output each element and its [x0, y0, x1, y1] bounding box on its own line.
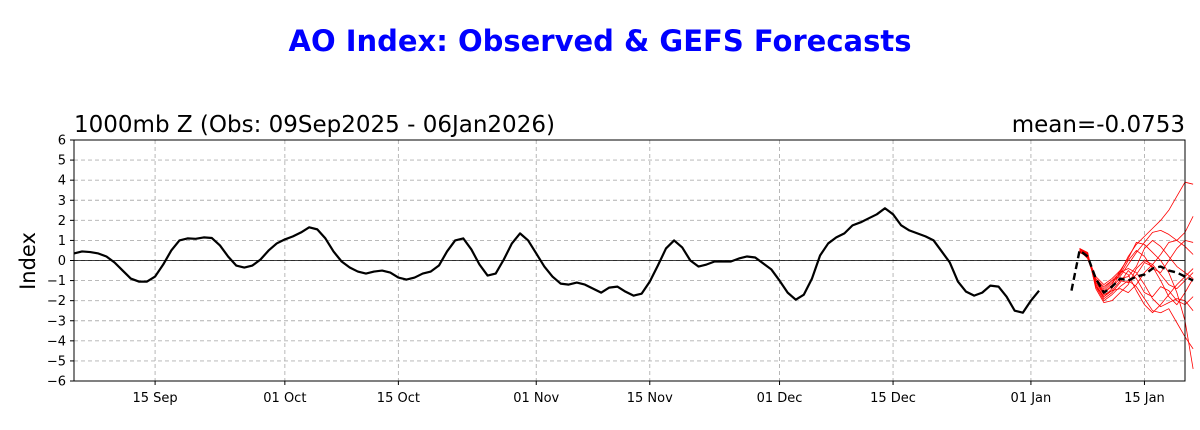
- ensemble-member-line: [1079, 242, 1194, 370]
- ensemble-member-line: [1079, 216, 1194, 288]
- y-tick-label: −2: [47, 294, 66, 309]
- y-tick-label: −6: [47, 375, 66, 390]
- y-tick-label: 0: [58, 254, 66, 269]
- x-tick-label: 15 Jan: [1124, 391, 1165, 406]
- y-tick-label: −1: [47, 274, 66, 289]
- ensemble-members: [1079, 181, 1194, 370]
- x-tick-label: 15 Oct: [377, 391, 420, 406]
- mean-value-label: mean=-0.0753: [1012, 112, 1185, 138]
- y-axis-label: Index: [16, 232, 40, 290]
- x-tick-label: 01 Jan: [1011, 391, 1052, 406]
- plot-frame: [73, 139, 1186, 382]
- x-tick-label: 15 Sep: [133, 391, 178, 406]
- axis-ticks: 6 5 4 3 2 1 0 −1 −2 −3 −4 −5 −6 15 Sep 01 Oct 15 Oct 01 …: [47, 134, 1165, 407]
- x-tick-label: 15 Nov: [627, 391, 673, 406]
- x-tick-label: 01 Oct: [263, 391, 306, 406]
- ensemble-mean-line: [1070, 249, 1194, 294]
- ensemble-member-line: [1079, 240, 1194, 296]
- chart-subtitle: 1000mb Z (Obs: 09Sep2025 - 06Jan2026): [74, 112, 555, 138]
- y-tick-label: −3: [47, 314, 66, 329]
- ensemble-member-line: [1079, 248, 1194, 304]
- ensemble-member-line: [1079, 248, 1194, 306]
- y-tick-label: 2: [58, 214, 66, 229]
- y-tick-label: −5: [47, 354, 66, 369]
- y-tick-label: 5: [58, 154, 66, 169]
- y-tick-label: 1: [58, 234, 66, 249]
- ensemble-member-line: [1079, 240, 1194, 294]
- y-tick-label: 4: [58, 174, 66, 189]
- ensemble-member-line: [1079, 249, 1194, 306]
- ensemble-member-line: [1079, 249, 1194, 350]
- y-tick-label: −4: [47, 334, 66, 349]
- chart-title: AO Index: Observed & GEFS Forecasts: [289, 24, 912, 58]
- x-tick-label: 15 Dec: [870, 391, 916, 406]
- x-tick-label: 01 Nov: [513, 391, 559, 406]
- ensemble-member-line: [1079, 251, 1194, 314]
- x-tick-label: 01 Dec: [757, 391, 803, 406]
- y-tick-label: 6: [58, 134, 66, 149]
- observed-series: [73, 207, 1194, 314]
- y-tick-label: 3: [58, 194, 66, 209]
- observed-line: [73, 207, 1040, 314]
